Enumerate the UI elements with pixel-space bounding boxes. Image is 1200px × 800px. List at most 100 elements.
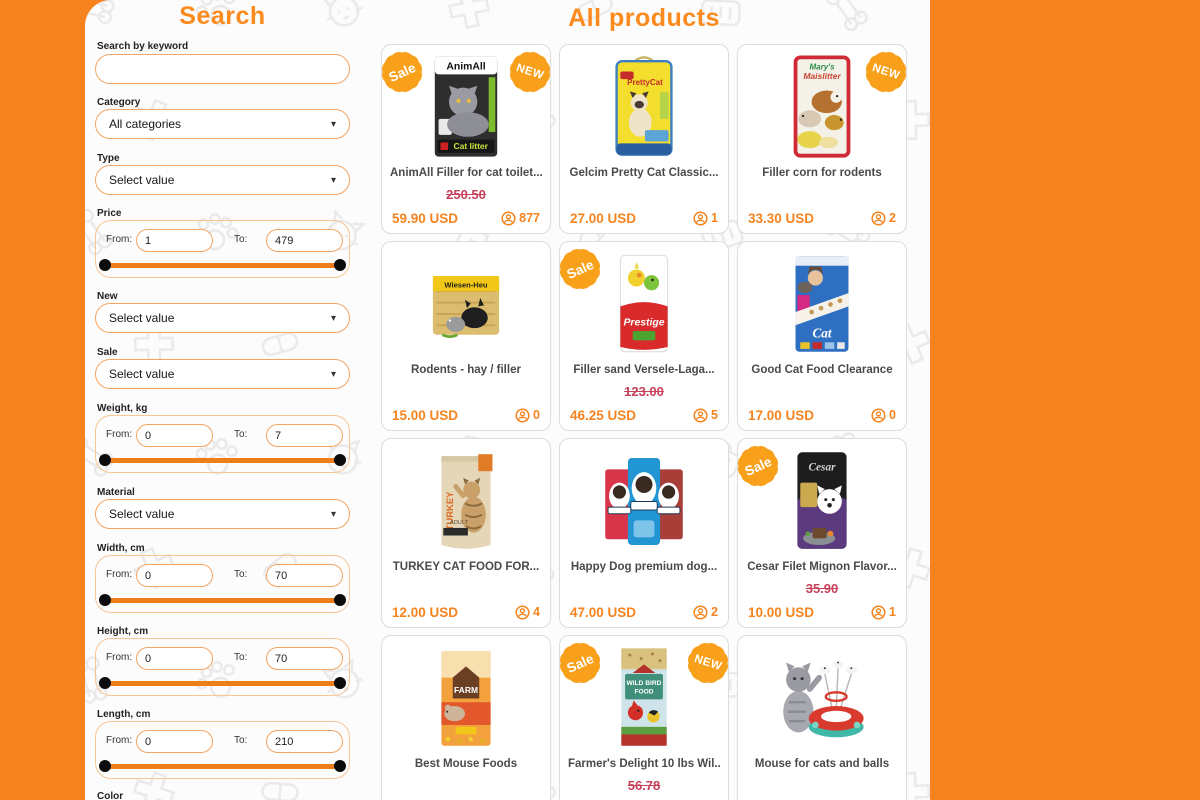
new-badge: NEW <box>862 48 910 96</box>
sale-badge: Sale <box>556 245 604 293</box>
material-select[interactable]: Select value ▾ <box>95 499 350 529</box>
price-range-box: From: To: <box>95 220 350 278</box>
sale-select[interactable]: Select value ▾ <box>95 359 350 389</box>
new-badge: NEW <box>684 639 732 687</box>
to-label: To: <box>234 429 248 440</box>
product-card[interactable]: TURKEY ADULT TURKEY CAT FOOD FOR... 12.0… <box>381 438 551 628</box>
product-price: 17.00 USD <box>748 407 815 423</box>
views-icon <box>871 604 886 620</box>
height-to-input[interactable] <box>266 647 343 670</box>
material-label: Material <box>97 487 135 498</box>
price-slider[interactable] <box>99 259 346 271</box>
category-label: Category <box>97 97 141 108</box>
product-image: Cesar <box>738 445 906 557</box>
chevron-down-icon: ▾ <box>330 312 336 324</box>
new-select-value: Select value <box>109 311 175 325</box>
views-count: 2 <box>711 605 718 619</box>
new-label: New <box>97 291 118 302</box>
product-card[interactable]: PrettyCat Gelcim Pretty Cat Classic... 2… <box>559 44 729 234</box>
card-bottom-row: 59.90 USD 877 <box>392 207 540 229</box>
slider-handle-max[interactable] <box>334 594 346 606</box>
height-slider[interactable] <box>99 677 346 689</box>
card-bottom-row: 46.25 USD 5 <box>570 404 718 426</box>
slider-handle-min[interactable] <box>99 760 111 772</box>
product-title: Cesar Filet Mignon Flavor... <box>747 561 897 573</box>
sale-badge-label: Sale <box>742 453 774 479</box>
new-select[interactable]: Select value ▾ <box>95 303 350 333</box>
product-card[interactable]: NEW Mary's Maislitter Filler corn for ro… <box>737 44 910 234</box>
weight-to-input[interactable] <box>266 424 343 447</box>
product-card[interactable]: FARM Best Mouse Foods <box>381 635 551 800</box>
views-count: 877 <box>519 211 540 225</box>
product-card[interactable]: Mouse for cats and balls <box>737 635 907 800</box>
new-badge-label: NEW <box>870 61 902 83</box>
weight-from-input[interactable] <box>136 424 213 447</box>
weight-slider[interactable] <box>99 454 346 466</box>
width-to-input[interactable] <box>266 564 343 587</box>
category-select[interactable]: All categories ▾ <box>95 109 350 139</box>
sidebar-title: Search <box>179 2 266 30</box>
type-select[interactable]: Select value ▾ <box>95 165 350 195</box>
svg-text:Maislitter: Maislitter <box>803 71 841 81</box>
price-from-input[interactable] <box>136 229 213 252</box>
sale-label: Sale <box>97 347 118 358</box>
product-old-price: 56.78 <box>627 778 661 793</box>
keyword-input[interactable] <box>95 54 350 84</box>
weight-range-box: From: To: <box>95 415 350 473</box>
product-old-price: 123.00 <box>624 384 664 399</box>
animall-cat-litter-art: AnimAll Cat litter <box>434 56 498 157</box>
keyword-label: Search by keyword <box>97 41 189 52</box>
sale-select-value: Select value <box>109 367 175 381</box>
length-slider[interactable] <box>99 760 346 772</box>
views-count: 0 <box>889 408 896 422</box>
product-price: 27.00 USD <box>570 210 637 226</box>
slider-handle-min[interactable] <box>99 454 111 466</box>
views-icon <box>693 407 708 423</box>
slider-handle-max[interactable] <box>334 677 346 689</box>
length-label: Length, cm <box>97 709 151 720</box>
product-old-price: 35.90 <box>805 581 839 596</box>
slider-handle-min[interactable] <box>99 677 111 689</box>
material-select-value: Select value <box>109 507 175 521</box>
price-label: Price <box>97 208 122 219</box>
slider-handle-min[interactable] <box>99 594 111 606</box>
product-views: 0 <box>515 407 540 423</box>
product-card[interactable]: Sale Prestige Filler sand Versele-Laga..… <box>556 241 729 431</box>
happy-dog-art <box>605 457 683 545</box>
svg-text:Cat: Cat <box>812 326 831 341</box>
length-to-input[interactable] <box>266 730 343 753</box>
product-views: 5 <box>693 407 718 423</box>
product-card[interactable]: Sale Cesar Cesar Filet Mignon Flavor... … <box>734 438 907 628</box>
slider-handle-min[interactable] <box>99 259 111 271</box>
slider-handle-max[interactable] <box>334 760 346 772</box>
card-bottom-row: 47.00 USD 2 <box>570 601 718 623</box>
svg-text:Cat litter: Cat litter <box>453 141 488 151</box>
product-card[interactable]: Sale NEW WILD BIRD FOOD Farmer's Delight… <box>556 635 732 800</box>
length-range-box: From: To: <box>95 721 350 779</box>
width-range-box: From: To: <box>95 555 350 613</box>
product-image: TURKEY ADULT <box>382 445 550 557</box>
price-to-input[interactable] <box>266 229 343 252</box>
slider-handle-max[interactable] <box>334 259 346 271</box>
product-views: 2 <box>871 210 896 226</box>
height-from-input[interactable] <box>136 647 213 670</box>
product-card[interactable]: Cat Good Cat Food Clearance 17.00 USD 0 <box>737 241 907 431</box>
length-from-input[interactable] <box>136 730 213 753</box>
svg-text:Mary's: Mary's <box>809 63 835 72</box>
svg-text:AnimAll: AnimAll <box>446 62 485 73</box>
sale-badge-label: Sale <box>386 59 418 85</box>
product-image: PrettyCat <box>560 51 728 163</box>
product-card[interactable]: Happy Dog premium dog... 47.00 USD 2 <box>559 438 729 628</box>
slider-handle-max[interactable] <box>334 454 346 466</box>
from-label: From: <box>106 234 133 245</box>
svg-text:FARM: FARM <box>454 685 478 695</box>
product-card[interactable]: Wiesen-Heu Rodents - hay / filler 15.00 … <box>381 241 551 431</box>
width-slider[interactable] <box>99 594 346 606</box>
card-bottom-row: 10.00 USD 1 <box>748 601 896 623</box>
product-card[interactable]: Sale NEW AnimAll Cat litter AnimAll Fill… <box>378 44 554 234</box>
product-title: Best Mouse Foods <box>414 758 518 770</box>
width-from-input[interactable] <box>136 564 213 587</box>
new-badge: NEW <box>506 48 554 96</box>
new-badge-label: NEW <box>692 652 724 674</box>
products-title: All products <box>568 4 720 32</box>
